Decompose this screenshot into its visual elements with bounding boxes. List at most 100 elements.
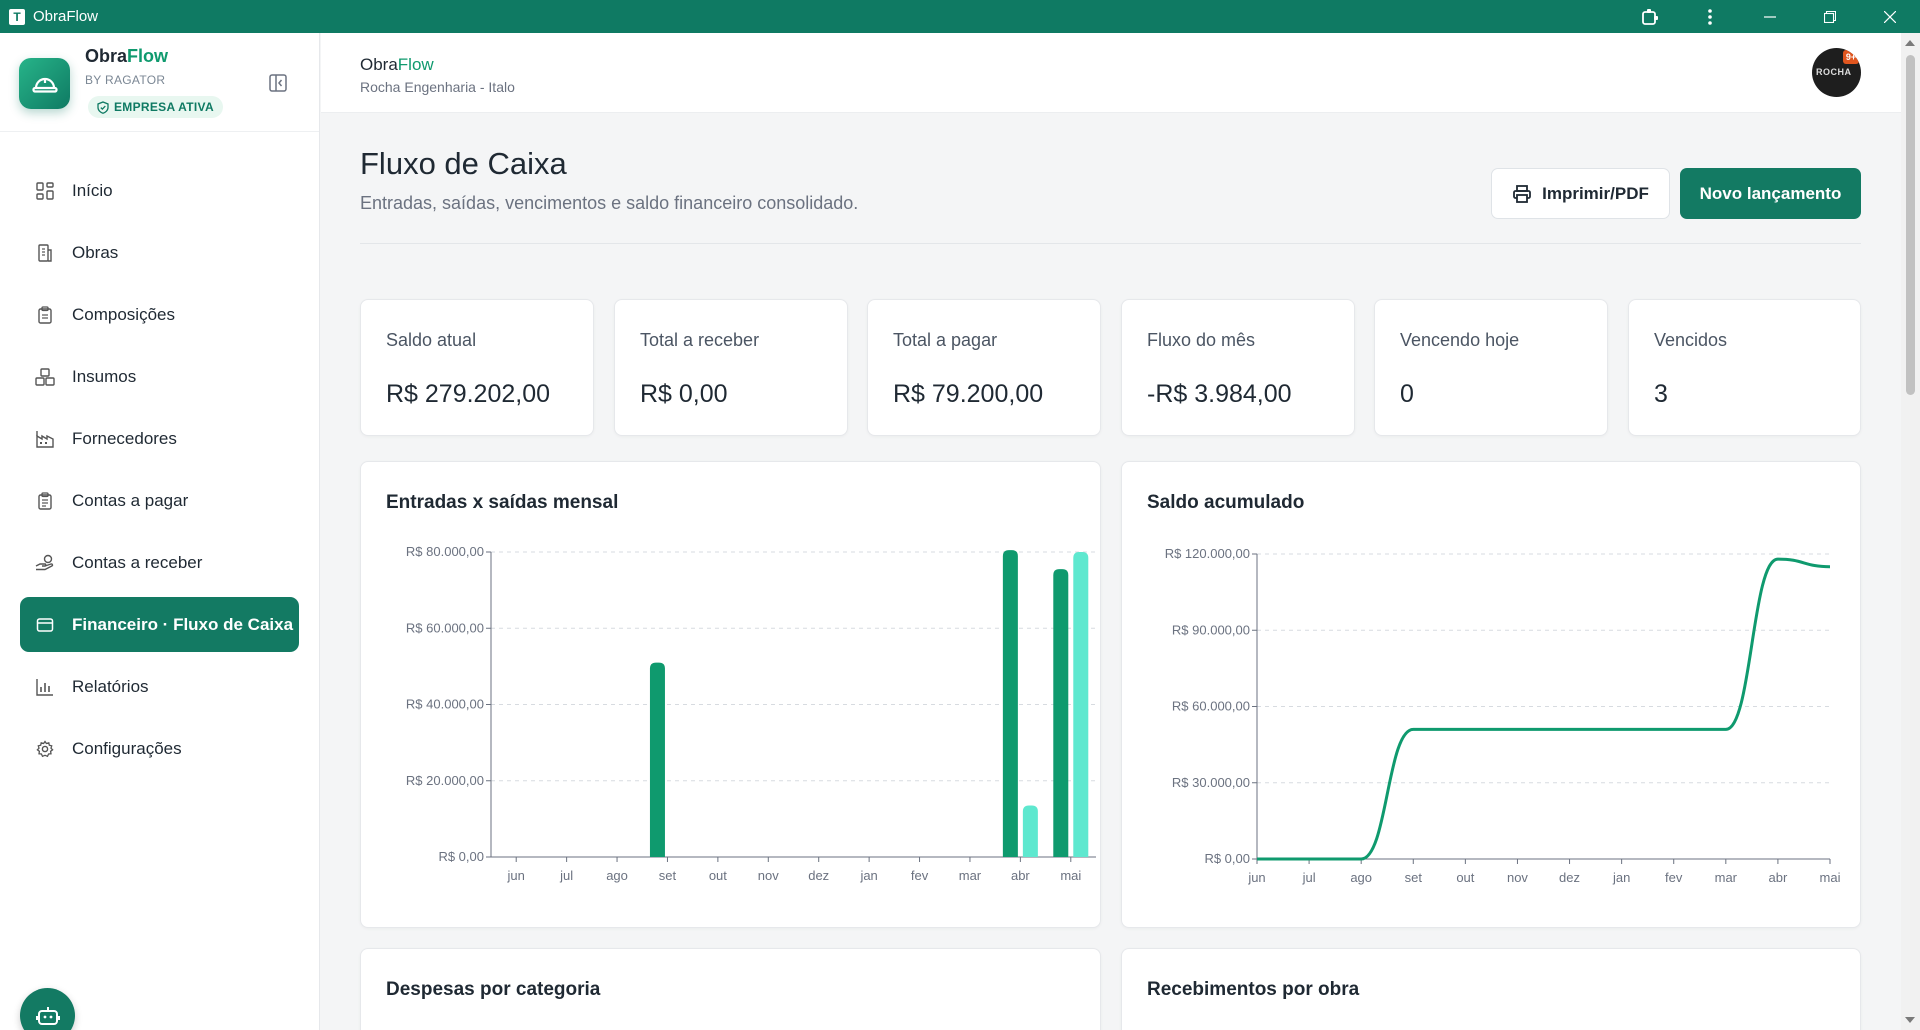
sidebar-item-label: Insumos: [72, 366, 137, 386]
clipboard-list-icon: [34, 490, 56, 512]
app-icon: T: [9, 8, 25, 25]
stat-card-total-a-pagar: Total a pagar R$ 79.200,00: [867, 299, 1101, 436]
stat-value: -R$ 3.984,00: [1147, 380, 1292, 408]
stat-label: Saldo atual: [386, 330, 477, 350]
y-tick-label: R$ 80.000,00: [406, 544, 484, 559]
sidebar-item-financeiro[interactable]: Financeiro · Fluxo de Caixa: [20, 597, 299, 652]
building-icon: [34, 242, 56, 264]
x-tick-label: dez: [808, 868, 829, 883]
x-tick-label: mai: [1060, 868, 1081, 883]
gear-icon: [34, 738, 56, 760]
close-button[interactable]: [1860, 0, 1920, 33]
chart-card-saldo-acumulado: Saldo acumulado R$ 0,00 R$ 30.000,00 R$ 60…: [1121, 461, 1861, 928]
x-tick-label: ago: [606, 868, 628, 883]
sidebar: ObraFlow BY RAGATOR EMPRESA ATIVA Início…: [0, 33, 320, 1030]
stat-value: R$ 279.202,00: [386, 380, 551, 408]
more-options-icon[interactable]: [1680, 0, 1740, 33]
stat-label: Total a pagar: [893, 330, 998, 350]
x-tick-label: jul: [1302, 870, 1316, 885]
print-pdf-label: Imprimir/PDF: [1542, 183, 1649, 203]
sidebar-item-label: Início: [72, 180, 113, 200]
x-tick-label: nov: [758, 868, 779, 883]
grid-icon: [34, 180, 56, 202]
x-tick-label: nov: [1507, 870, 1528, 885]
x-tick-label: mar: [1715, 870, 1738, 885]
bar[interactable]: [1073, 552, 1089, 857]
header-divider: [360, 243, 1861, 244]
extensions-icon[interactable]: [1620, 0, 1680, 33]
chart-title: Saldo acumulado: [1147, 492, 1305, 513]
restore-button[interactable]: [1800, 0, 1860, 33]
top-header: ObraFlow Rocha Engenharia - Italo ROCHA …: [321, 33, 1901, 113]
brand-byline: BY RAGATOR: [85, 73, 166, 87]
status-badge: EMPRESA ATIVA: [88, 96, 223, 118]
series-line[interactable]: [1257, 557, 1831, 861]
stat-card-fluxo-do-mes: Fluxo do mês -R$ 3.984,00: [1121, 299, 1355, 436]
stat-value: R$ 0,00: [640, 380, 728, 408]
stat-label: Vencidos: [1654, 330, 1728, 350]
x-tick-label: out: [1456, 870, 1474, 885]
stat-label: Total a receber: [640, 330, 760, 350]
scroll-up-icon[interactable]: [1905, 40, 1915, 46]
sidebar-item-fornecedores[interactable]: Fornecedores: [20, 411, 299, 466]
scroll-down-icon[interactable]: [1905, 1017, 1915, 1023]
stat-label: Fluxo do mês: [1147, 330, 1256, 350]
stat-card-saldo-atual: Saldo atual R$ 279.202,00: [360, 299, 594, 436]
sidebar-item-insumos[interactable]: Insumos: [20, 349, 299, 404]
stat-value: 0: [1400, 380, 1414, 408]
x-tick-label: abr: [1769, 870, 1788, 885]
scrollbar-thumb[interactable]: [1906, 55, 1915, 395]
hardhat-logo-icon: [19, 58, 70, 109]
x-tick-label: jun: [1247, 870, 1265, 885]
chart-title: Entradas x saídas mensal: [386, 492, 619, 513]
sidebar-item-label: Fornecedores: [72, 428, 177, 448]
y-tick-label: R$ 30.000,00: [1172, 775, 1250, 790]
card-despesas-por-categoria: Despesas por categoria: [360, 948, 1101, 1030]
minimize-button[interactable]: [1740, 0, 1800, 33]
clipboard-icon: [34, 304, 56, 326]
bar[interactable]: [649, 662, 665, 857]
stat-label: Vencendo hoje: [1400, 330, 1520, 350]
sidebar-item-configuracoes[interactable]: Configurações: [20, 721, 299, 776]
x-tick-label: jan: [1612, 870, 1630, 885]
sidebar-item-label: Contas a receber: [72, 552, 203, 572]
panel-left-icon: [269, 74, 287, 92]
sidebar-item-composicoes[interactable]: Composições: [20, 287, 299, 342]
page-title: Fluxo de Caixa: [360, 146, 567, 181]
shield-check-icon: [97, 100, 109, 114]
sidebar-item-label: Relatórios: [72, 676, 149, 696]
bar[interactable]: [1053, 569, 1069, 857]
sidebar-item-inicio[interactable]: Início: [20, 163, 299, 218]
sidebar-collapse-button[interactable]: [268, 73, 288, 93]
x-tick-label: mai: [1820, 870, 1841, 885]
bar-chart-icon: [34, 676, 56, 698]
sidebar-item-contas-a-receber[interactable]: Contas a receber: [20, 535, 299, 590]
y-tick-label: R$ 120.000,00: [1165, 546, 1250, 561]
stat-card-vencidos: Vencidos 3: [1628, 299, 1861, 436]
sidebar-item-contas-a-pagar[interactable]: Contas a pagar: [20, 473, 299, 528]
y-tick-label: R$ 90.000,00: [1172, 622, 1250, 637]
window-title: ObraFlow: [33, 8, 99, 25]
sidebar-item-relatorios[interactable]: Relatórios: [20, 659, 299, 714]
stat-card-total-a-receber: Total a receber R$ 0,00: [614, 299, 848, 436]
page-scrollbar[interactable]: [1901, 33, 1920, 1030]
line-chart: R$ 0,00 R$ 30.000,00 R$ 60.000,00 R$ 90.000…: [1165, 546, 1841, 885]
sidebar-item-obras[interactable]: Obras: [20, 225, 299, 280]
boxes-icon: [34, 366, 56, 388]
avatar[interactable]: ROCHA 9+: [1812, 48, 1861, 97]
bot-icon: [35, 1006, 60, 1025]
print-pdf-button[interactable]: Imprimir/PDF: [1491, 168, 1670, 219]
x-tick-label: abr: [1011, 868, 1030, 883]
section-title: Despesas por categoria: [386, 979, 601, 1000]
hand-coins-icon: [34, 552, 56, 574]
x-tick-label: dez: [1559, 870, 1580, 885]
y-tick-label: R$ 0,00: [1204, 851, 1250, 866]
new-entry-button[interactable]: Novo lançamento: [1680, 168, 1861, 219]
factory-icon: [34, 428, 56, 450]
sidebar-item-label: Contas a pagar: [72, 490, 189, 510]
bar[interactable]: [1022, 805, 1038, 857]
assistant-bot-button[interactable]: [20, 988, 75, 1030]
x-tick-label: jul: [559, 868, 573, 883]
bar[interactable]: [1002, 550, 1018, 857]
stat-value: 3: [1654, 380, 1668, 408]
